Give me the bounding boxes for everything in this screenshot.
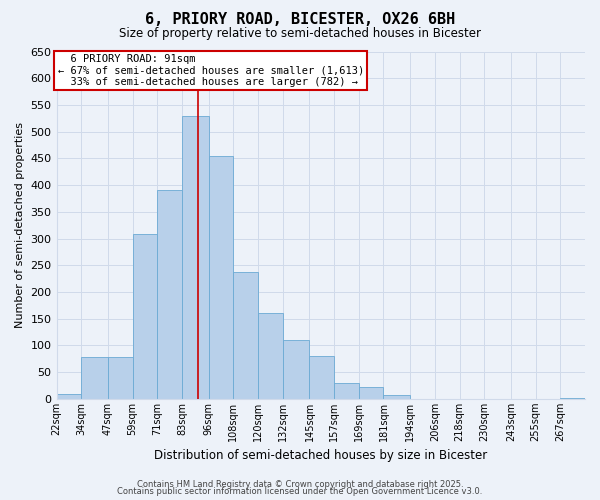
Bar bbox=[108, 357, 133, 399]
X-axis label: Distribution of semi-detached houses by size in Bicester: Distribution of semi-detached houses by … bbox=[154, 450, 487, 462]
Bar bbox=[310, 356, 334, 399]
Bar bbox=[560, 398, 585, 399]
Bar bbox=[334, 383, 359, 399]
Bar bbox=[258, 314, 283, 399]
Bar bbox=[133, 234, 157, 399]
Bar bbox=[157, 190, 182, 399]
Y-axis label: Number of semi-detached properties: Number of semi-detached properties bbox=[15, 122, 25, 328]
Text: Size of property relative to semi-detached houses in Bicester: Size of property relative to semi-detach… bbox=[119, 28, 481, 40]
Bar bbox=[182, 116, 209, 399]
Text: 6 PRIORY ROAD: 91sqm
← 67% of semi-detached houses are smaller (1,613)
  33% of : 6 PRIORY ROAD: 91sqm ← 67% of semi-detac… bbox=[58, 54, 364, 87]
Bar bbox=[359, 387, 383, 399]
Text: Contains public sector information licensed under the Open Government Licence v3: Contains public sector information licen… bbox=[118, 487, 482, 496]
Bar bbox=[209, 156, 233, 399]
Text: Contains HM Land Registry data © Crown copyright and database right 2025.: Contains HM Land Registry data © Crown c… bbox=[137, 480, 463, 489]
Bar bbox=[283, 340, 310, 399]
Bar bbox=[56, 394, 81, 399]
Bar bbox=[81, 357, 108, 399]
Bar bbox=[383, 394, 410, 399]
Bar bbox=[233, 272, 258, 399]
Text: 6, PRIORY ROAD, BICESTER, OX26 6BH: 6, PRIORY ROAD, BICESTER, OX26 6BH bbox=[145, 12, 455, 28]
